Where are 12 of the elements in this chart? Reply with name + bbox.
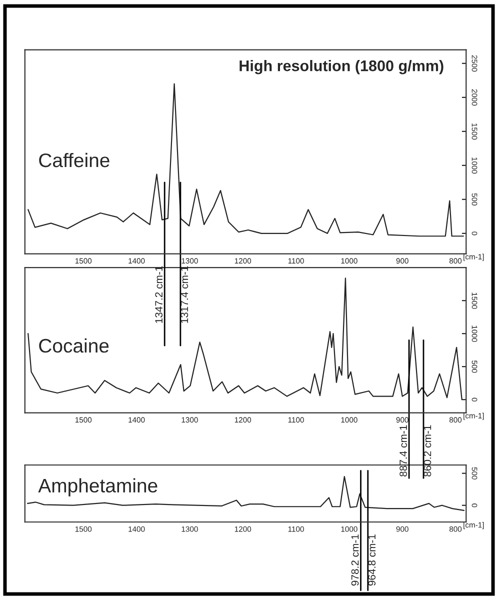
ref-line-label: 887.4 cm-1 <box>400 425 407 476</box>
series-label: Cocaine <box>39 338 109 353</box>
ref-line-label: 1347.2 cm-1 <box>155 266 163 323</box>
ref-line-label: 978.2 cm-1 <box>351 534 359 586</box>
text: Caffeine <box>39 152 110 168</box>
ref-line-label: 964.8 cm-1 <box>368 534 376 586</box>
line-series <box>27 476 465 512</box>
ref-line-label: 860.2 cm-1 <box>424 425 432 476</box>
series-label: Amphetamine <box>38 478 158 496</box>
line-series <box>28 83 464 237</box>
text: High resolution (1800 g/mm) <box>240 60 444 74</box>
ref-line-label: 1317.4 cm-1 <box>180 266 188 323</box>
